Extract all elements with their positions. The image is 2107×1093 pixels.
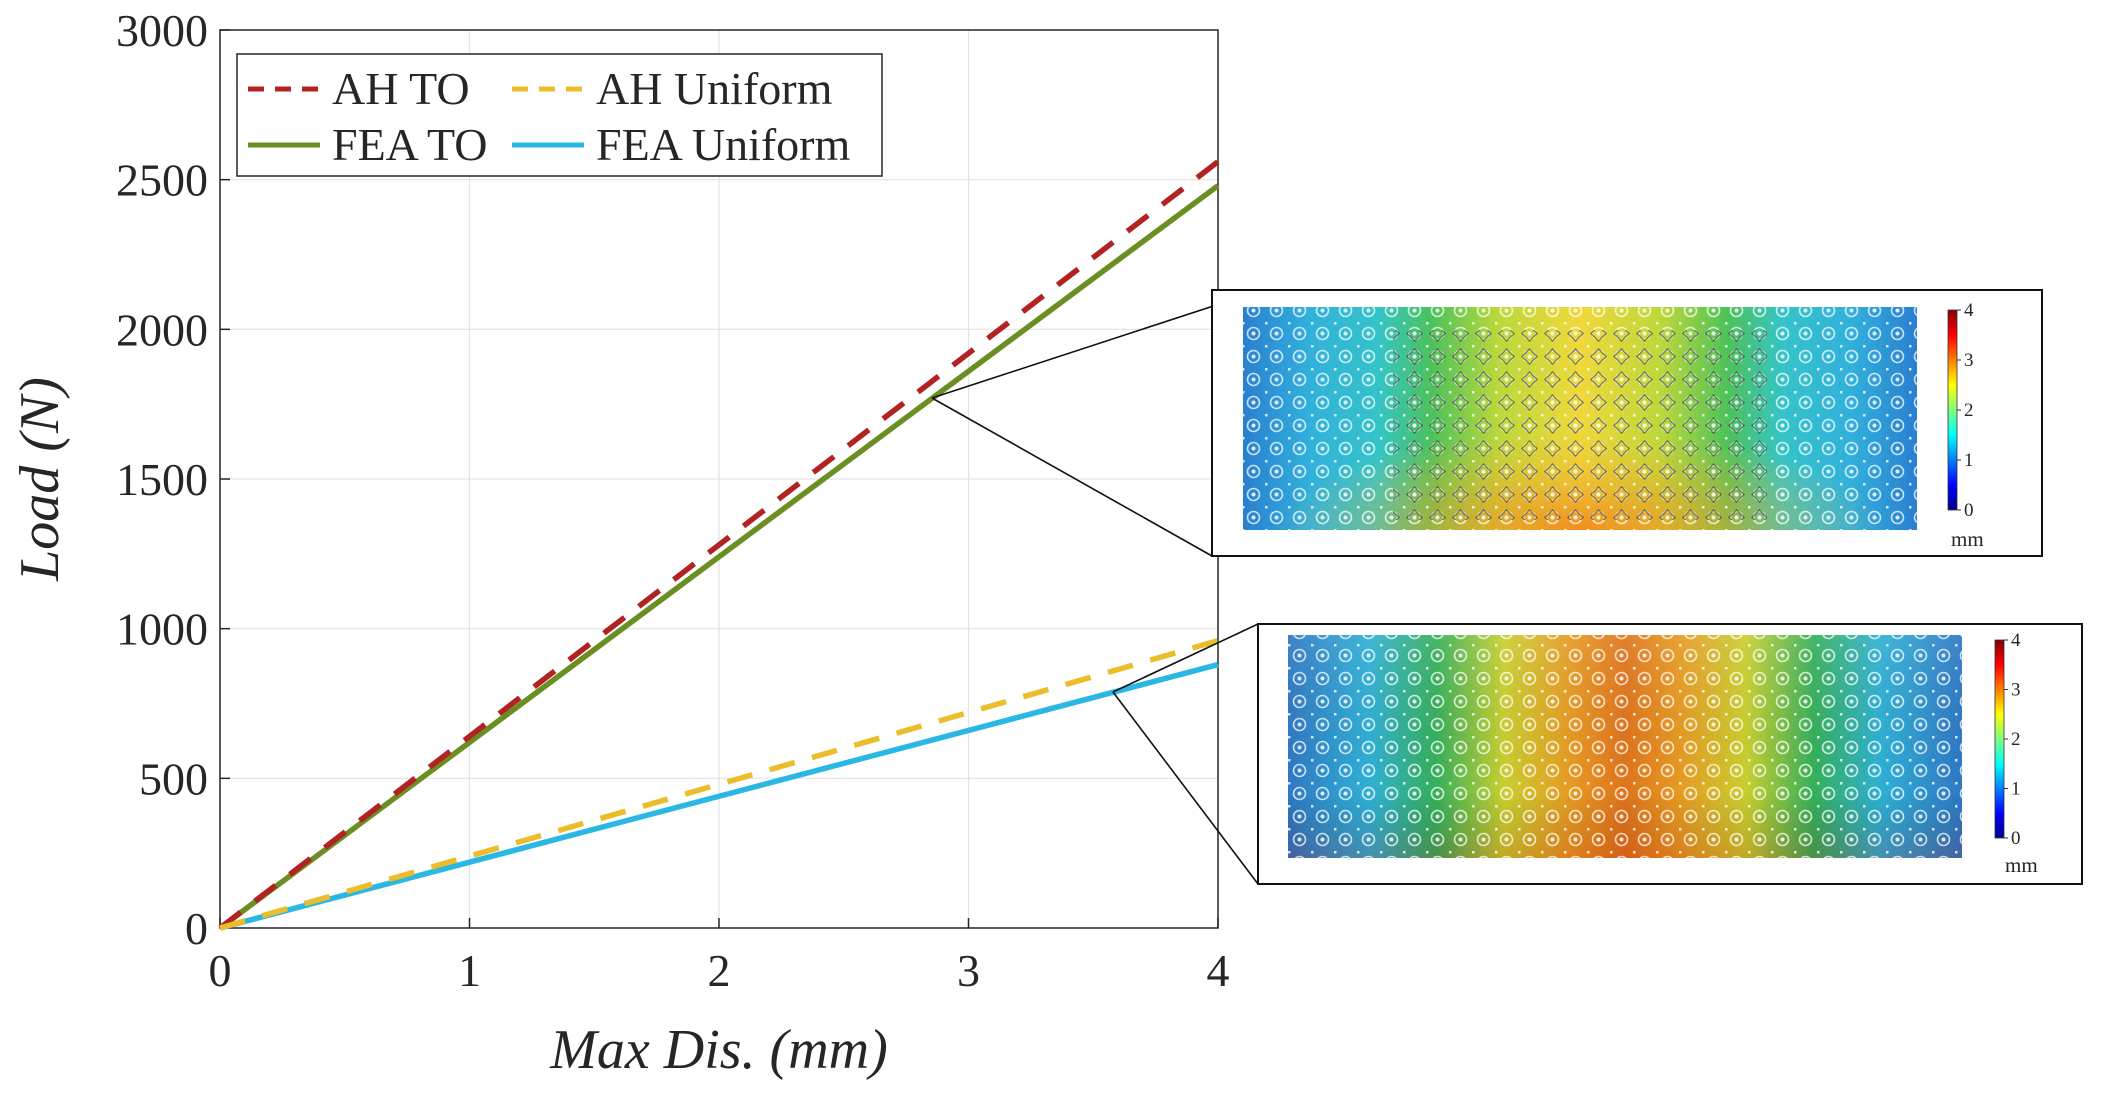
colorbar-tick-label: 1 [2011, 779, 2021, 800]
x-tick-label: 0 [209, 945, 232, 996]
legend-label-ah-uniform: AH Uniform [596, 63, 833, 114]
y-tick-label: 2500 [116, 155, 208, 206]
legend-label-ah-to: AH TO [332, 63, 470, 114]
y-tick-label: 0 [185, 903, 208, 954]
inset-uniform: 4 3 2 1 0 mm [1257, 623, 2083, 885]
series-lines [218, 159, 1220, 931]
x-tick-label: 3 [957, 945, 980, 996]
series-line-fea-uniform [219, 661, 1219, 931]
y-tick-label: 1500 [116, 454, 208, 505]
colorbar-tick-label: 3 [1964, 350, 1974, 371]
colorbar-tick-label: 1 [1964, 450, 1974, 471]
y-tick-label: 2000 [116, 304, 208, 355]
inset-uniform-contour [1288, 635, 1962, 858]
x-tick-labels: 0 1 2 3 4 [209, 945, 1230, 996]
inset-to: 4 3 2 1 0 mm [1211, 289, 2043, 557]
x-tick-label: 4 [1207, 945, 1230, 996]
colorbar-tick-label: 2 [1964, 400, 1974, 421]
callout-to-lower [931, 397, 1213, 557]
legend: AH TO AH Uniform FEA TO FEA Uniform [236, 53, 883, 177]
colorbar-tick-label: 4 [1964, 300, 1974, 321]
inset-to-colorbar-ticks: 4 3 2 1 0 [1957, 300, 1974, 521]
legend-box [236, 53, 883, 177]
y-tick-label: 3000 [116, 5, 208, 56]
inset-uniform-colorbar-unit: mm [2005, 853, 2038, 877]
legend-label-fea-uniform: FEA Uniform [596, 119, 851, 170]
y-tick-label: 1000 [116, 604, 208, 655]
inset-uniform-colorbar [1994, 639, 2005, 839]
colorbar-tick-label: 4 [2011, 630, 2021, 651]
inset-to-colorbar-unit: mm [1951, 527, 1984, 551]
callout-to-upper [931, 295, 1245, 399]
colorbar-tick-label: 0 [2011, 828, 2021, 849]
inset-to-contour [1243, 307, 1917, 530]
inset-uniform-colorbar-ticks: 4 3 2 1 0 [2004, 630, 2021, 849]
colorbar-tick-label: 0 [1964, 500, 1974, 521]
y-tick-labels: 0 500 1000 1500 2000 2500 3000 [116, 5, 208, 954]
legend-label-fea-to: FEA TO [332, 119, 488, 170]
y-tick-label: 500 [139, 753, 208, 804]
x-tick-label: 2 [708, 945, 731, 996]
callout-uniform-upper [1112, 623, 1259, 693]
y-axis-label: Load (N) [9, 377, 71, 582]
callout-lines [931, 295, 1259, 885]
inset-to-colorbar [1947, 309, 1958, 511]
colorbar-tick-label: 2 [2011, 729, 2021, 750]
x-tick-label: 1 [458, 945, 481, 996]
series-line-ah-to [218, 159, 1220, 931]
series-line-fea-to [218, 183, 1220, 931]
callout-uniform-lower [1112, 691, 1259, 885]
x-axis-label: Max Dis. (mm) [549, 1019, 887, 1081]
colorbar-tick-label: 3 [2011, 680, 2021, 701]
